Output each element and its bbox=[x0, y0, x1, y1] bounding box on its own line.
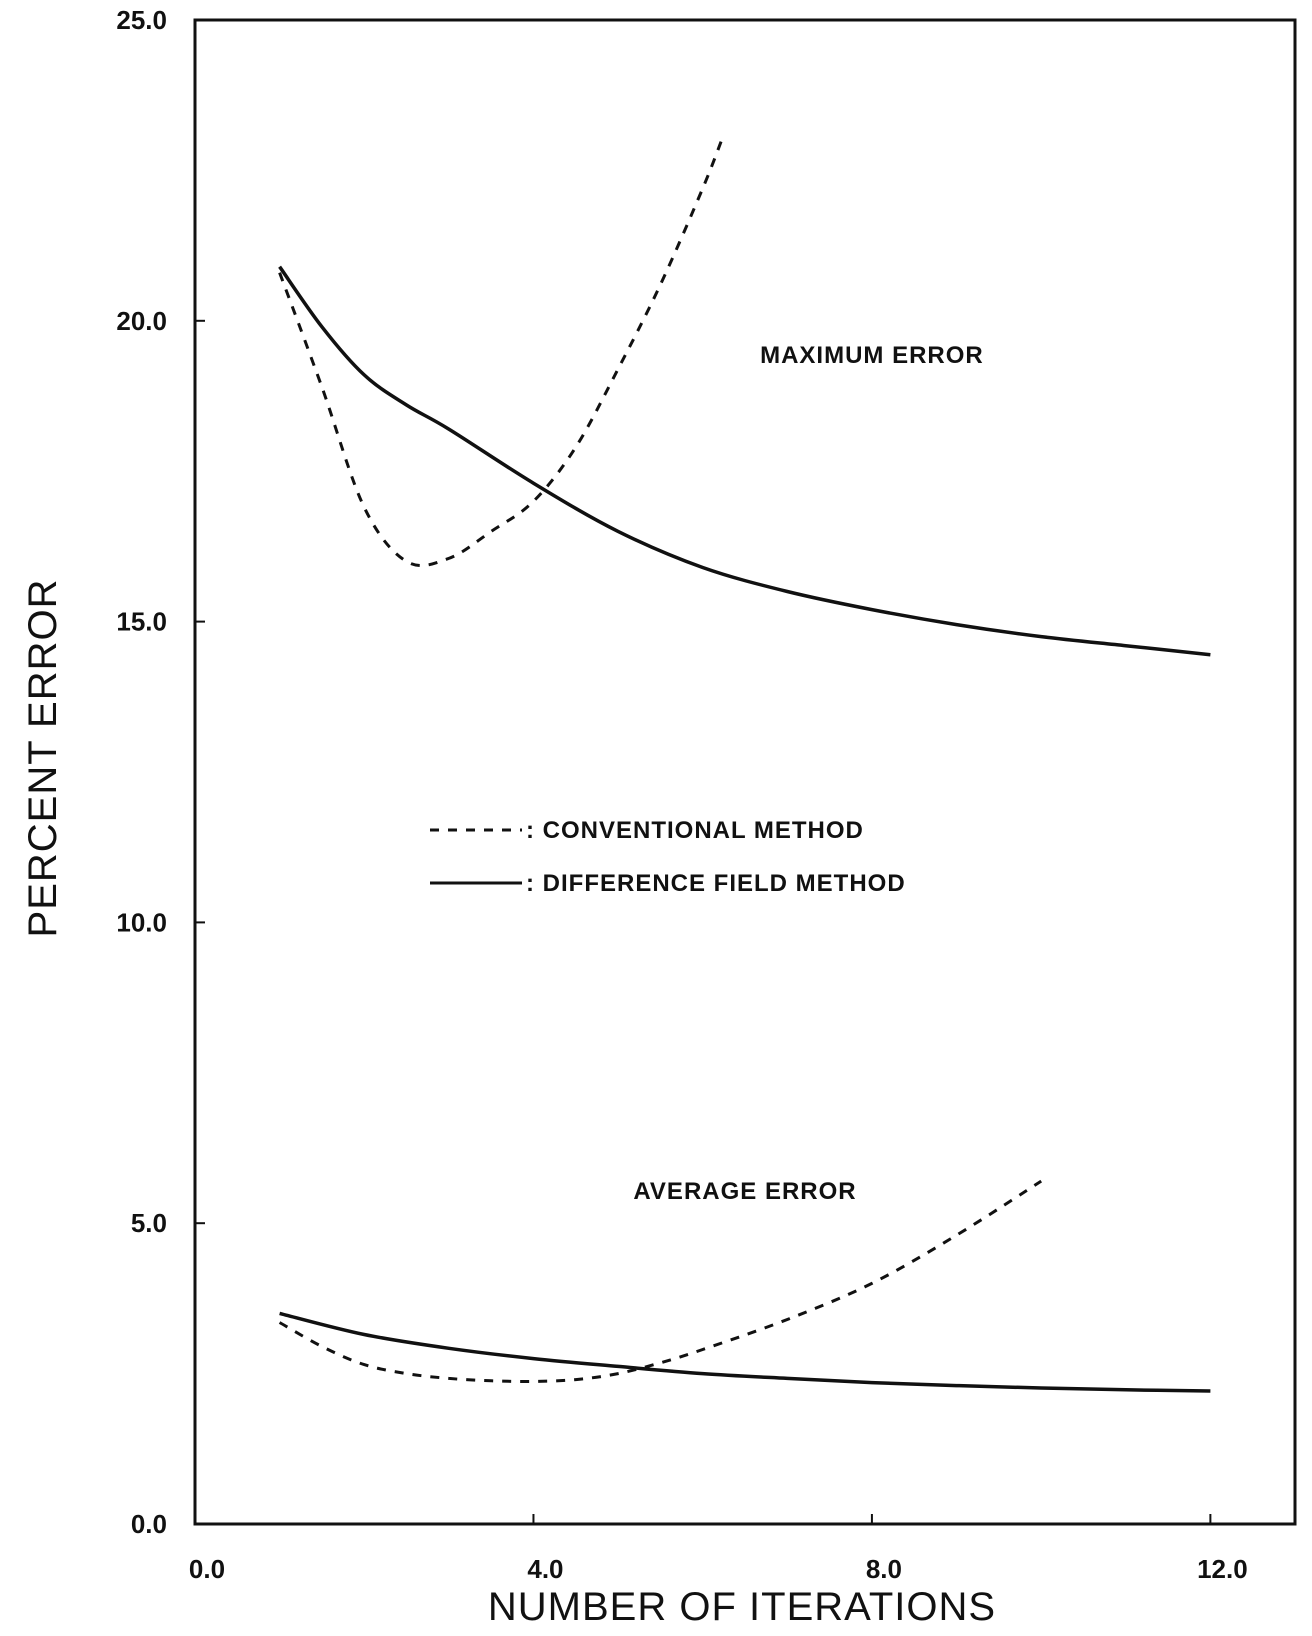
y-axis-label: PERCENT ERROR bbox=[21, 579, 65, 938]
series-layer bbox=[278, 133, 1211, 1393]
legend-label: : CONVENTIONAL METHOD bbox=[526, 817, 864, 844]
y-tick-label: 20.0 bbox=[116, 306, 167, 336]
max-error-conventional-line bbox=[278, 133, 726, 568]
x-tick-label: 0.0 bbox=[189, 1554, 225, 1584]
x-axis-label: NUMBER OF ITERATIONS bbox=[488, 1585, 996, 1629]
max-error-difference-field-line bbox=[278, 265, 1211, 657]
legend: : CONVENTIONAL METHOD : DIFFERENCE FIELD … bbox=[430, 817, 906, 897]
x-axis-ticks: 0.0 4.0 8.0 12.0 bbox=[189, 1514, 1248, 1584]
annotation-label: AVERAGE ERROR bbox=[633, 1178, 856, 1205]
avg-error-conventional-line bbox=[278, 1179, 1043, 1383]
y-tick-label: 15.0 bbox=[116, 607, 167, 637]
plot-frame bbox=[193, 18, 1297, 1526]
annotations: MAXIMUM ERROR AVERAGE ERROR bbox=[633, 342, 984, 1205]
x-tick-label: 4.0 bbox=[527, 1554, 563, 1584]
y-tick-label: 10.0 bbox=[116, 907, 167, 937]
legend-label: : DIFFERENCE FIELD METHOD bbox=[526, 870, 906, 897]
y-tick-label: 0.0 bbox=[131, 1509, 167, 1539]
y-tick-label: 25.0 bbox=[116, 5, 167, 35]
annotation-label: MAXIMUM ERROR bbox=[760, 342, 984, 369]
avg-error-difference-field-line bbox=[279, 1311, 1211, 1393]
y-axis-ticks: 0.0 5.0 10.0 15.0 20.0 25.0 bbox=[116, 5, 205, 1539]
x-tick-label: 8.0 bbox=[866, 1554, 902, 1584]
x-tick-label: 12.0 bbox=[1197, 1554, 1248, 1584]
y-tick-label: 5.0 bbox=[131, 1208, 167, 1238]
